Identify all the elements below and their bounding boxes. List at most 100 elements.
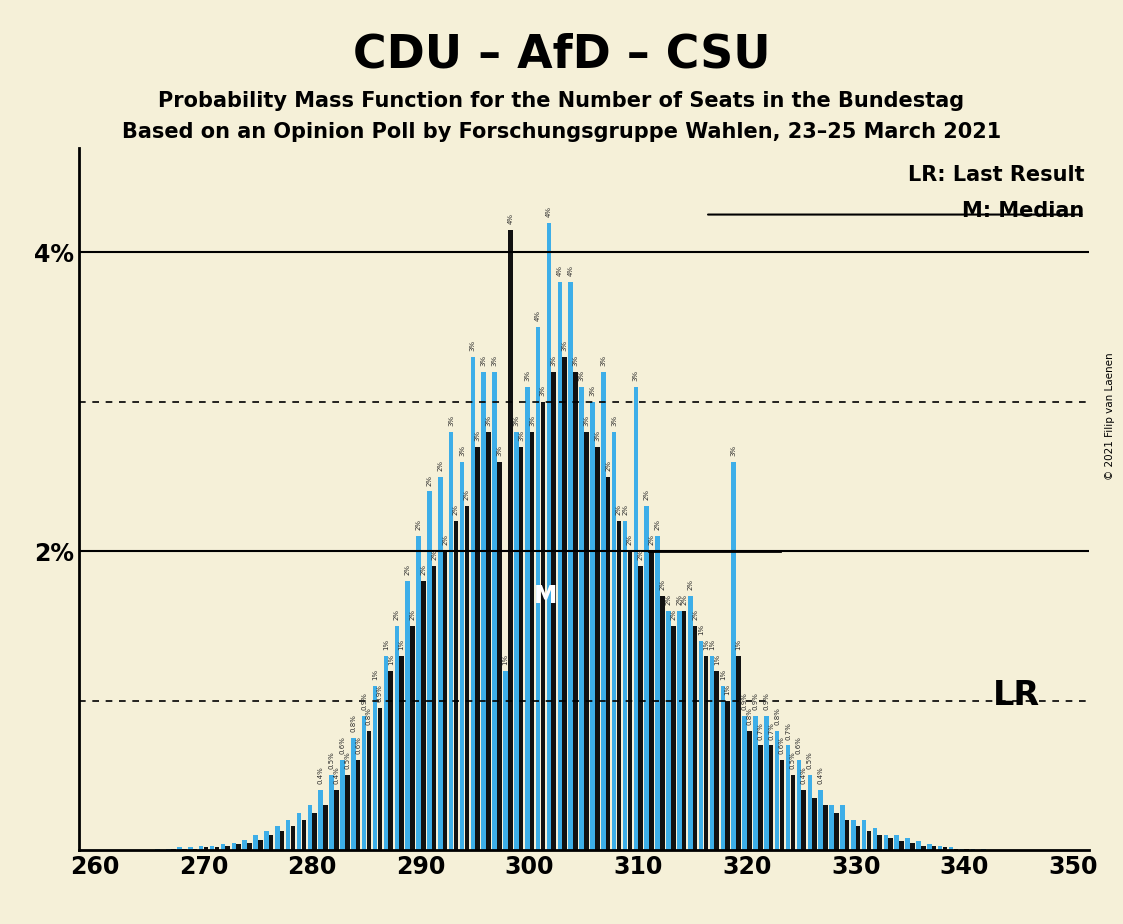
- Bar: [203, 847, 208, 850]
- Bar: [536, 327, 540, 850]
- Bar: [427, 492, 431, 850]
- Bar: [823, 805, 828, 850]
- Text: 0.5%: 0.5%: [789, 751, 796, 770]
- Text: 2%: 2%: [692, 609, 699, 620]
- Bar: [884, 835, 888, 850]
- Bar: [591, 402, 595, 850]
- Bar: [970, 848, 975, 850]
- Bar: [432, 566, 437, 850]
- Text: 0.8%: 0.8%: [774, 707, 780, 724]
- Bar: [573, 372, 577, 850]
- Bar: [888, 838, 893, 850]
- Bar: [389, 671, 393, 850]
- Text: 3%: 3%: [611, 415, 618, 426]
- Bar: [834, 813, 839, 850]
- Text: 3%: 3%: [524, 370, 530, 381]
- Text: 2%: 2%: [670, 609, 676, 620]
- Text: 3%: 3%: [578, 370, 585, 381]
- Bar: [296, 813, 301, 850]
- Text: CDU – AfD – CSU: CDU – AfD – CSU: [353, 32, 770, 78]
- Bar: [540, 402, 545, 850]
- Bar: [921, 845, 925, 850]
- Text: 3%: 3%: [481, 355, 486, 366]
- Text: 1%: 1%: [709, 638, 715, 650]
- Bar: [873, 828, 877, 850]
- Bar: [547, 223, 551, 850]
- Bar: [188, 847, 193, 850]
- Text: 1%: 1%: [703, 638, 709, 650]
- Bar: [286, 821, 291, 850]
- Text: 2%: 2%: [404, 565, 411, 575]
- Text: 0.6%: 0.6%: [339, 736, 346, 755]
- Text: 3%: 3%: [601, 355, 606, 366]
- Text: 2%: 2%: [659, 579, 666, 590]
- Bar: [193, 848, 198, 850]
- Text: 2%: 2%: [442, 534, 448, 545]
- Bar: [405, 581, 410, 850]
- Text: 1%: 1%: [502, 653, 509, 664]
- Text: 3%: 3%: [583, 415, 590, 426]
- Text: 3%: 3%: [518, 430, 524, 441]
- Text: 0.9%: 0.9%: [752, 692, 758, 710]
- Text: 2%: 2%: [622, 505, 628, 516]
- Bar: [557, 283, 563, 850]
- Bar: [900, 841, 904, 850]
- Text: 0.4%: 0.4%: [318, 767, 323, 784]
- Text: 1%: 1%: [714, 653, 720, 664]
- Bar: [247, 843, 252, 850]
- Text: 2%: 2%: [655, 519, 660, 530]
- Bar: [264, 831, 268, 850]
- Bar: [754, 715, 758, 850]
- Bar: [417, 536, 421, 850]
- Text: 2%: 2%: [638, 549, 643, 560]
- Bar: [949, 847, 953, 850]
- Bar: [645, 506, 649, 850]
- Text: 0.6%: 0.6%: [779, 736, 785, 755]
- Text: 2%: 2%: [627, 534, 633, 545]
- Text: 1%: 1%: [720, 669, 725, 680]
- Bar: [894, 835, 900, 850]
- Bar: [519, 446, 523, 850]
- Bar: [182, 848, 186, 850]
- Text: 2%: 2%: [437, 459, 444, 470]
- Text: 3%: 3%: [469, 340, 476, 351]
- Text: 2%: 2%: [420, 565, 427, 575]
- Bar: [497, 462, 502, 850]
- Bar: [861, 821, 867, 850]
- Bar: [312, 813, 317, 850]
- Bar: [677, 611, 682, 850]
- Text: 2%: 2%: [431, 549, 437, 560]
- Bar: [714, 671, 719, 850]
- Bar: [319, 790, 323, 850]
- Bar: [340, 760, 345, 850]
- Text: 4%: 4%: [568, 265, 574, 276]
- Bar: [867, 831, 871, 850]
- Text: 3%: 3%: [485, 415, 492, 426]
- Bar: [928, 845, 932, 850]
- Bar: [856, 826, 860, 850]
- Text: 0.5%: 0.5%: [329, 751, 335, 770]
- Bar: [373, 686, 377, 850]
- Text: 2%: 2%: [605, 459, 611, 470]
- Bar: [199, 845, 203, 850]
- Text: 3%: 3%: [448, 415, 454, 426]
- Bar: [840, 805, 844, 850]
- Text: 2%: 2%: [643, 490, 650, 501]
- Bar: [454, 521, 458, 850]
- Text: 2%: 2%: [453, 505, 459, 516]
- Text: 0.6%: 0.6%: [355, 736, 362, 755]
- Text: 2%: 2%: [416, 519, 421, 530]
- Text: 0.9%: 0.9%: [764, 692, 769, 710]
- Bar: [666, 611, 670, 850]
- Bar: [725, 700, 730, 850]
- Bar: [329, 775, 334, 850]
- Text: 0.6%: 0.6%: [796, 736, 802, 755]
- Bar: [524, 387, 530, 850]
- Bar: [362, 715, 366, 850]
- Bar: [155, 848, 159, 850]
- Bar: [268, 835, 274, 850]
- Text: 4%: 4%: [546, 205, 553, 216]
- Bar: [612, 432, 617, 850]
- Bar: [301, 821, 307, 850]
- Bar: [688, 596, 693, 850]
